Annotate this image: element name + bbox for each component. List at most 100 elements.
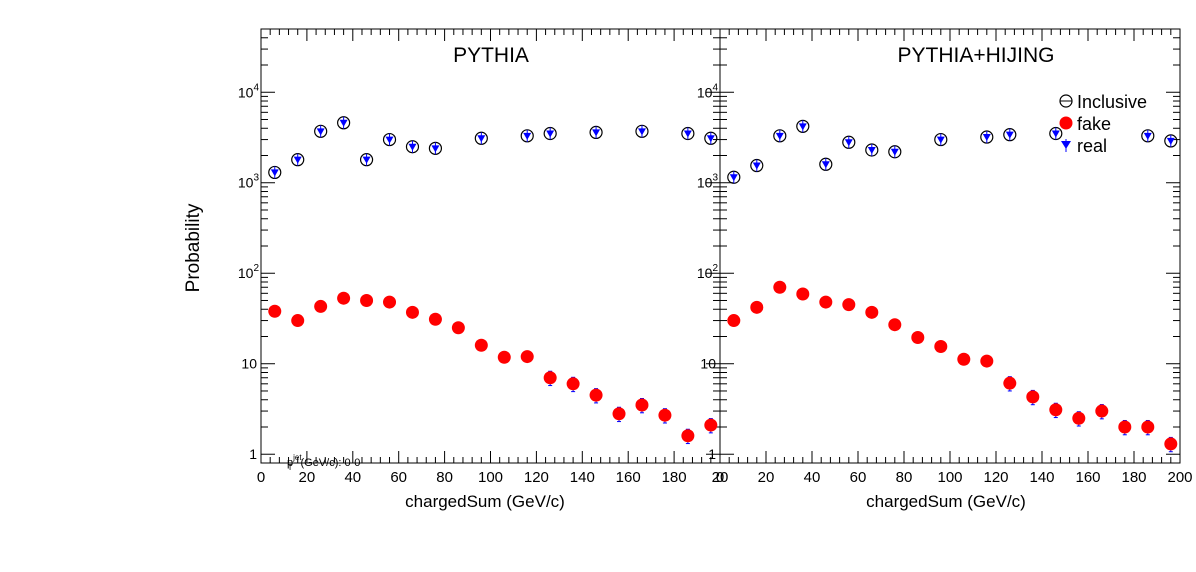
- panel-2-real-point: [798, 123, 807, 131]
- panel-1-fake-point: [291, 314, 305, 328]
- y-axis-label: Probability: [183, 203, 204, 292]
- panel-1-x-tick-label: 20: [712, 469, 729, 486]
- panel-1-x-tick-label: 120: [524, 469, 549, 486]
- panel-2-real-point: [1143, 132, 1152, 140]
- panel-1-fake-point: [635, 398, 649, 412]
- panel-1-y-tick-label: 1: [249, 446, 257, 462]
- panel-1-fake-point: [451, 321, 465, 335]
- panel-2-y-tick-label-base: 10: [697, 84, 713, 100]
- panel-1-real-point: [293, 156, 302, 164]
- panel-2-real-point: [1051, 130, 1060, 138]
- panel-1-real-point: [592, 129, 601, 137]
- panel-2-fake-point: [1164, 437, 1178, 451]
- panel-2-title: PYTHIA+HIJING: [898, 44, 1055, 67]
- panel-2-y-tick-label: 103: [697, 173, 719, 191]
- panel-2-y-tick-label-exp: 3: [712, 173, 718, 184]
- panel-1-fake-point: [520, 350, 534, 364]
- panel-1-x-tick-label: 80: [436, 469, 453, 486]
- panel-1-y-tick-label: 104: [238, 82, 260, 100]
- panel-1-fake-point: [360, 293, 374, 307]
- panel-2-real-point: [867, 147, 876, 155]
- panel-2-y-tick-label: 104: [697, 82, 719, 100]
- panel-2-fake-point: [1049, 403, 1063, 417]
- panel-1-y-tick-label-base: 10: [238, 175, 254, 191]
- panel-1-fake-point: [383, 295, 397, 309]
- panel-1-y-tick-label-exp: 2: [253, 263, 259, 274]
- panel-1-x-tick-label: 140: [570, 469, 595, 486]
- panel-1-real-point: [706, 135, 715, 143]
- panel-1-title: PYTHIA: [453, 44, 529, 67]
- panel-1-fake-point: [543, 371, 557, 385]
- panel-1-y-tick-label-exp: 3: [253, 173, 259, 184]
- panel-2-fake-point: [865, 305, 879, 319]
- panel-1-x-tick-label: 40: [344, 469, 361, 486]
- panel-1-fake-point: [704, 418, 718, 432]
- legend-fake-marker: [1059, 116, 1073, 130]
- panel-2-y-tick-label-exp: 4: [712, 82, 718, 93]
- panel-2-fake-point: [773, 280, 787, 294]
- panel-2-x-tick-label: 0: [716, 469, 724, 486]
- axis-note-symbol: p: [287, 457, 293, 469]
- panel-1-fake-point: [681, 429, 695, 443]
- panel-1-fake-point: [612, 407, 626, 421]
- panel-1-real-point: [523, 132, 532, 140]
- panel-2-fake-point: [1118, 420, 1132, 434]
- panel-1-frame: [260, 28, 721, 464]
- panel-2-fake-point: [750, 300, 764, 314]
- panel-2-real-point: [821, 161, 830, 169]
- panel-1-y-tick-label-exp: 4: [253, 82, 259, 93]
- axis-ticks: [260, 28, 1181, 463]
- panel-2-y-tick-label-base: 10: [697, 265, 713, 281]
- panel-2-real-point: [844, 139, 853, 147]
- panel-2-fake-point: [819, 295, 833, 309]
- panel-1-real-point: [339, 119, 348, 127]
- panel-1-x-tick-label: 180: [662, 469, 687, 486]
- panel-2-fake-point: [1072, 411, 1086, 425]
- axis-note-superscript: jet: [292, 453, 302, 462]
- axis-note: pjet T (GeV/c): 0-0: [287, 453, 360, 472]
- panel-1-x-tick-label: 60: [390, 469, 407, 486]
- panel-2-real-point: [729, 174, 738, 182]
- panel-2-real-point: [936, 136, 945, 144]
- legend-fake-label: fake: [1077, 114, 1111, 134]
- panel-1-real-point: [683, 130, 692, 138]
- panel-1-y-tick-label: 103: [238, 173, 260, 191]
- panel-2-x-tick-label: 140: [1029, 469, 1054, 486]
- axis-note-subscript: T: [288, 463, 293, 472]
- panel-2-fake-point: [911, 330, 925, 344]
- panel-1-real-point: [637, 128, 646, 136]
- panel-2-x-tick-label: 40: [804, 469, 821, 486]
- panel-1-x-tick-label: 20: [299, 469, 316, 486]
- panel-1-real-point: [408, 143, 417, 151]
- panel-1-y-tick-label-base: 10: [238, 265, 254, 281]
- panel-1-fake-point: [314, 299, 328, 313]
- panel-2-fake-point: [842, 298, 856, 312]
- panel-1-fake-point: [658, 408, 672, 422]
- legend-real-label: real: [1077, 136, 1107, 156]
- panel-1-real-point: [362, 156, 371, 164]
- panel-2-real-point: [775, 132, 784, 140]
- panel-1-x-axis-label: chargedSum (GeV/c): [405, 492, 565, 511]
- panel-2-y-tick-label-base: 10: [697, 175, 713, 191]
- panel-2-real-point: [1005, 131, 1014, 139]
- panel-2-fake-point: [934, 340, 948, 354]
- panel-2-real-point: [752, 162, 761, 170]
- panel-2-x-tick-label: 20: [758, 469, 775, 486]
- panel-2-y-tick-label: 10: [700, 356, 716, 372]
- panel-2-x-tick-label: 120: [983, 469, 1008, 486]
- panel-1-real-point: [270, 169, 279, 177]
- panel-2-fake-point: [727, 314, 741, 328]
- panel-2-real-point: [982, 134, 991, 142]
- legend: Inclusive fake real: [1059, 92, 1147, 156]
- panel-1-x-tick-label: 160: [616, 469, 641, 486]
- panel-1-x-tick-label: 0: [257, 469, 265, 486]
- data-points: [268, 116, 1178, 453]
- panel-1-real-point: [316, 128, 325, 136]
- panel-2-fake-point: [980, 354, 994, 368]
- axis-note-rest: (GeV/c): 0-0: [300, 457, 360, 469]
- panel-1-real-point: [385, 136, 394, 144]
- panel-2-fake-point: [796, 287, 810, 301]
- panel-2-fake-point: [888, 318, 902, 332]
- panel-1-real-point: [431, 145, 440, 153]
